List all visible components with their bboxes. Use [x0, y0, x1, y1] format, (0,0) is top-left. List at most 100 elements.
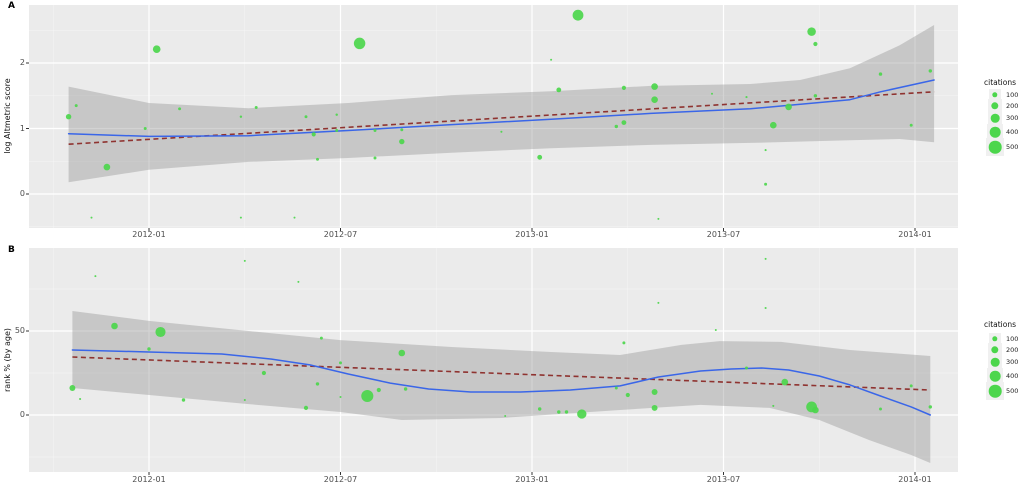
legend-size-dot: [990, 113, 1000, 123]
data-point: [297, 280, 300, 283]
data-point: [807, 27, 816, 36]
y-axis-tick-label: 0: [19, 410, 25, 419]
legend-size-label: 200: [1006, 345, 1019, 354]
panel-a-y-axis-title: log Altmetric score: [3, 78, 12, 154]
data-point: [764, 182, 768, 186]
smooth-line: [71, 349, 932, 416]
data-point: [577, 409, 587, 419]
data-point: [651, 404, 658, 411]
data-point: [764, 149, 767, 152]
data-point: [339, 395, 342, 399]
legend-title: citations: [984, 78, 1017, 87]
data-point: [909, 384, 913, 388]
data-point: [143, 127, 147, 130]
data-point: [361, 389, 374, 403]
legend-size-label: 200: [1006, 101, 1019, 110]
data-point: [500, 130, 503, 133]
x-axis-tick-label: 2013-01: [515, 230, 549, 239]
data-point: [556, 87, 562, 93]
data-point: [335, 113, 338, 116]
legend-size-dot: [988, 140, 1002, 154]
data-point: [243, 398, 246, 402]
data-point: [537, 407, 542, 411]
data-point: [261, 370, 266, 376]
data-point: [769, 121, 777, 129]
y-axis-tick-label: 2: [19, 58, 25, 67]
x-axis-tick-label: 2014-01: [898, 230, 932, 239]
x-axis-tick-label: 2012-01: [132, 230, 166, 239]
legend-size-dot: [989, 126, 1001, 138]
data-point: [657, 301, 660, 304]
y-axis-tick-label: 50: [14, 326, 25, 335]
data-point: [909, 123, 913, 127]
data-point: [335, 129, 339, 132]
legend-size-label: 500: [1006, 386, 1019, 395]
data-point: [657, 217, 660, 220]
data-point: [181, 398, 186, 402]
confidence-band: [68, 25, 935, 183]
data-point: [764, 306, 767, 310]
data-point: [878, 72, 883, 76]
legend-size-label: 300: [1006, 113, 1019, 122]
data-point: [813, 94, 818, 98]
legend-size-dot: [991, 346, 999, 354]
panel-b-plot-area: [29, 248, 958, 472]
data-point: [90, 216, 93, 219]
legend-size-dot: [992, 92, 998, 98]
data-point: [537, 154, 543, 160]
data-point: [625, 392, 630, 398]
data-point: [711, 92, 713, 95]
legend-size-dot: [988, 384, 1002, 398]
data-point: [315, 382, 320, 386]
y-axis-tick-label: 0: [19, 189, 25, 198]
data-point: [614, 124, 619, 129]
x-axis-tick-label: 2013-07: [706, 230, 741, 239]
data-point: [651, 83, 658, 90]
legend-size-label: 100: [1006, 334, 1019, 343]
data-point: [69, 385, 76, 391]
data-point: [254, 106, 258, 109]
data-point: [319, 336, 323, 340]
data-point: [152, 45, 161, 54]
data-point: [785, 103, 792, 111]
data-point: [614, 386, 618, 390]
data-point: [74, 104, 78, 108]
data-point: [564, 410, 569, 414]
y-axis-tick-label: 1: [19, 123, 25, 133]
data-point: [651, 389, 658, 395]
data-point: [781, 378, 789, 386]
data-point: [373, 156, 377, 160]
data-point: [65, 114, 72, 120]
data-point: [303, 405, 309, 410]
legend-size-label: 500: [1006, 142, 1019, 151]
data-point: [304, 115, 308, 119]
panel-b-label: B: [8, 245, 15, 255]
data-point: [243, 259, 246, 262]
x-axis-tick-label: 2012-07: [323, 230, 358, 239]
confidence-band: [72, 311, 931, 463]
data-point: [813, 41, 818, 47]
smooth-line: [67, 79, 935, 138]
data-point: [745, 366, 748, 370]
legend-size-label: 400: [1006, 371, 1019, 380]
x-axis-tick-label: 2013-07: [706, 475, 741, 484]
legend-size-dot: [991, 102, 999, 110]
data-point: [147, 347, 151, 351]
data-point: [572, 9, 584, 21]
data-point: [621, 85, 626, 90]
data-point: [621, 120, 627, 126]
data-point: [928, 405, 933, 409]
data-point: [398, 349, 406, 357]
data-point: [772, 404, 775, 407]
x-axis-tick-label: 2014-01: [898, 475, 932, 484]
data-point: [311, 132, 316, 137]
trend-line-dashed: [72, 356, 931, 391]
legend-size-dot: [992, 336, 998, 342]
legend-size-label: 300: [1006, 357, 1019, 366]
panel-background: [29, 248, 958, 472]
panel-a-plot-area: [29, 5, 958, 228]
data-point: [293, 216, 296, 219]
data-point: [745, 96, 748, 99]
legend-size-dot: [989, 370, 1001, 382]
